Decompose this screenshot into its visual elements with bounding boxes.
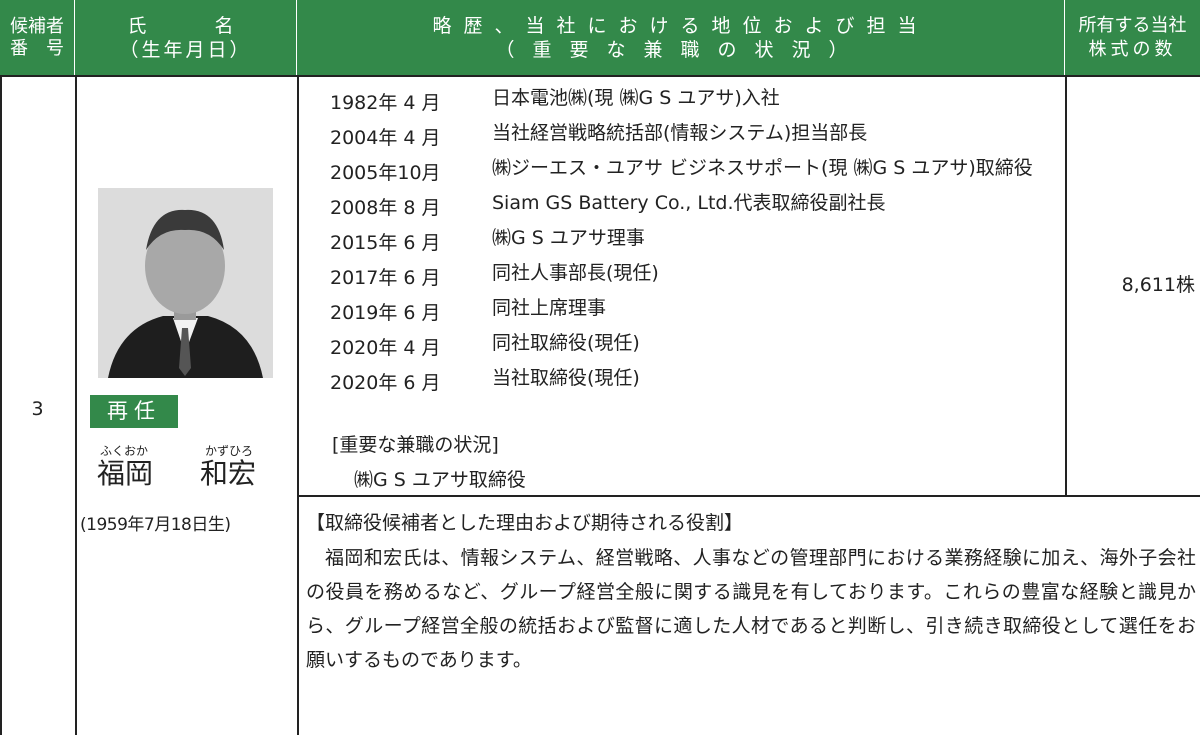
rule	[0, 75, 1200, 77]
status-badge: 再任	[90, 395, 178, 428]
career-text: 同社取締役(現任)	[492, 332, 640, 354]
rule	[1065, 75, 1067, 495]
rule	[297, 75, 299, 735]
career-date: 2015年 6 月	[330, 232, 441, 254]
header-cell: 略歴、当社における地位および担当 （重要な兼職の状況）	[297, 0, 1065, 75]
shares: 8,611株	[1121, 274, 1195, 296]
career-text: 当社経営戦略統括部(情報システム)担当部長	[492, 122, 868, 144]
header-cell: 所有する当社 株式の数	[1065, 0, 1200, 75]
career-text: ㈱G S ユアサ理事	[492, 227, 645, 249]
furigana: かずひろ	[205, 444, 254, 458]
concurrent-item: ㈱G S ユアサ取締役	[354, 469, 526, 491]
career-text: Siam GS Battery Co., Ltd.代表取締役副社長	[492, 192, 886, 214]
career-text: 日本電池㈱(現 ㈱G S ユアサ)入社	[492, 87, 780, 109]
header-text: 番 号	[10, 37, 64, 59]
career-date: 2019年 6 月	[330, 302, 441, 324]
furigana: ふくおか	[100, 444, 149, 458]
career-date: 2008年 8 月	[330, 197, 441, 219]
header-text: 株式の数	[1088, 38, 1177, 60]
candidate-number: 3	[31, 398, 44, 420]
header-text: 所有する当社	[1078, 14, 1187, 36]
rule	[75, 75, 77, 735]
header-text: 略歴、当社における地位および担当	[432, 14, 929, 37]
header-text: （生年月日）	[119, 38, 252, 61]
candidate-name: 和宏	[200, 457, 257, 490]
concurrent-title: [重要な兼職の状況]	[332, 434, 499, 456]
header-text: （重要な兼職の状況）	[495, 38, 866, 61]
reason-body: 福岡和宏氏は、情報システム、経営戦略、人事などの管理部門における業務経験に加え、…	[306, 547, 1196, 671]
header-text: 候補者	[10, 15, 64, 37]
career-date: 1982年 4 月	[330, 92, 441, 114]
reason-title: 【取締役候補者とした理由および期待される役割】	[306, 512, 744, 534]
career-date: 2017年 6 月	[330, 267, 441, 289]
career-text: ㈱ジーエス・ユアサ ビジネスサポート(現 ㈱G S ユアサ)取締役	[492, 157, 1033, 179]
rule	[297, 495, 1200, 497]
birth-date: (1959年7月18日生)	[80, 515, 231, 535]
career-date: 2005年10月	[330, 162, 441, 184]
candidate-name: 福岡	[97, 457, 154, 490]
header-text: 氏 名	[127, 14, 244, 37]
portrait	[98, 188, 273, 378]
header-cell: 氏 名 （生年月日）	[75, 0, 297, 75]
header-cell: 候補者 番 号	[0, 0, 75, 75]
career-text: 同社上席理事	[492, 297, 607, 319]
rule	[0, 75, 2, 735]
career-text: 同社人事部長(現任)	[492, 262, 659, 284]
career-date: 2020年 6 月	[330, 372, 441, 394]
career-date: 2004年 4 月	[330, 127, 441, 149]
career-text: 当社取締役(現任)	[492, 367, 640, 389]
career-date: 2020年 4 月	[330, 337, 441, 359]
